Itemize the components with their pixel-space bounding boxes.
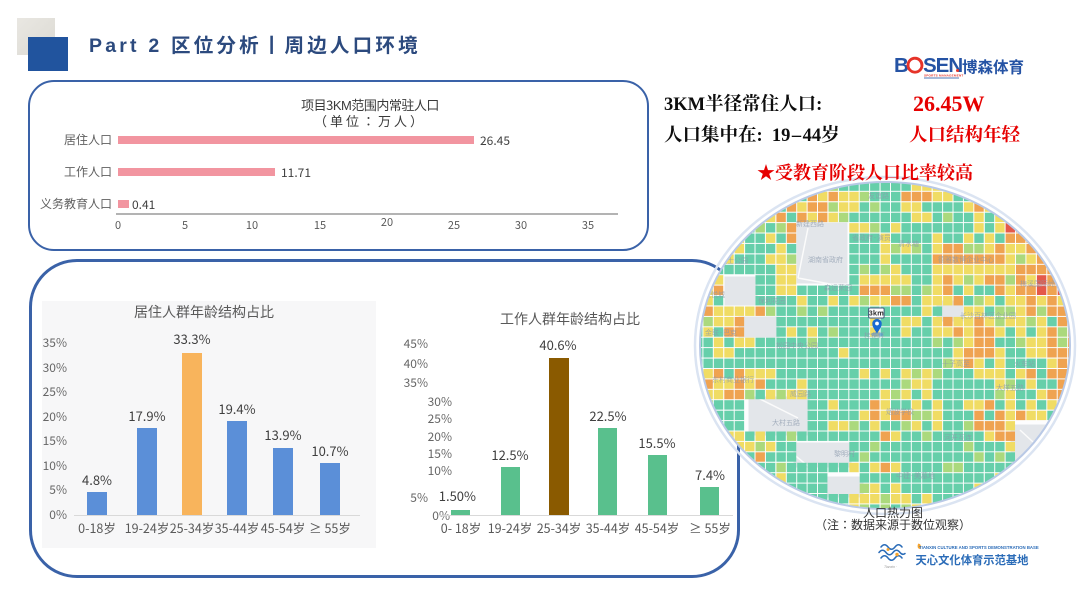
svg-text:梅溪国际岭: 梅溪国际岭 [1020, 279, 1055, 289]
svg-text:博森体育: 博森体育 [962, 56, 1024, 78]
svg-text:保利花园: 保利花园 [758, 296, 786, 306]
svg-text:河开互连: 河开互连 [944, 433, 972, 443]
svg-text:火车站: 火车站 [1014, 359, 1035, 369]
svg-text:金联·巴克: 金联·巴克 [705, 328, 737, 338]
svg-text:TIANXIN CULTURE AND SPORTS DEM: TIANXIN CULTURE AND SPORTS DEMONSTRATION… [919, 545, 1039, 550]
svg-text:湖南省政府: 湖南省政府 [808, 255, 843, 265]
svg-text:烈士公园: 烈士公园 [720, 256, 748, 266]
svg-text:天心文化体育示范基地: 天心文化体育示范基地 [916, 552, 1030, 568]
svg-text:长沙百林区企业园: 长沙百林区企业园 [960, 311, 1016, 321]
svg-text:松园中央公园: 松园中央公园 [776, 341, 818, 351]
svg-text:大村五路: 大村五路 [772, 418, 800, 428]
svg-text:大悦城: 大悦城 [704, 290, 725, 300]
svg-text:小塘路: 小塘路 [1028, 219, 1049, 229]
svg-text:大样五路: 大样五路 [996, 383, 1024, 393]
svg-text:清水塘: 清水塘 [898, 239, 919, 249]
svg-text:B: B [894, 54, 908, 77]
svg-text:3km: 3km [869, 309, 884, 319]
svg-text:省政府·演员: 省政府·演员 [852, 233, 891, 243]
svg-text:SEN: SEN [923, 54, 962, 77]
svg-text:新建西路: 新建西路 [796, 219, 824, 229]
svg-text:烟波学校: 烟波学校 [886, 407, 914, 417]
svg-text:十子高至: 十子高至 [942, 359, 970, 369]
svg-text:中建·美墓地: 中建·美墓地 [896, 471, 935, 481]
svg-text:东村商业银行: 东村商业银行 [712, 375, 754, 385]
svg-text:Tianxin ·: Tianxin · [884, 565, 897, 569]
svg-text:黎明村: 黎明村 [834, 449, 855, 459]
svg-text:友谊路: 友谊路 [868, 191, 889, 201]
svg-text:森远荣园: 森远荣园 [824, 283, 852, 293]
svg-text:威园路: 威园路 [790, 389, 811, 399]
svg-text:SPORTS MANAGEMENT: SPORTS MANAGEMENT [924, 74, 964, 78]
svg-text:德雅数博企业中心: 德雅数博企业中心 [938, 255, 994, 265]
